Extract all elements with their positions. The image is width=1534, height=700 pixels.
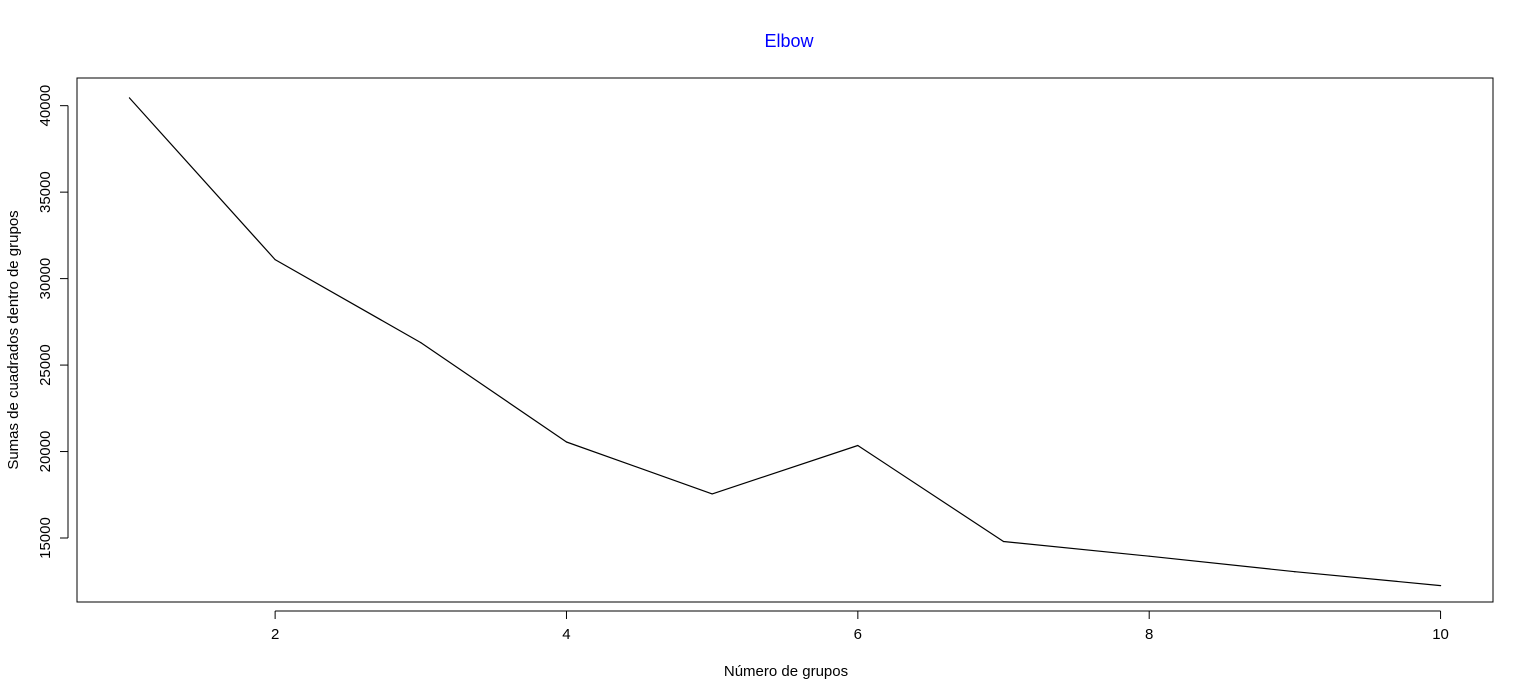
x-tick-label: 10 — [1432, 626, 1449, 643]
data-point — [565, 441, 568, 443]
data-point — [857, 444, 859, 447]
y-tick-label: 40000 — [37, 85, 54, 127]
y-tick-label: 15000 — [37, 517, 54, 559]
series-line — [128, 97, 1441, 587]
chart-title: Elbow — [764, 31, 814, 51]
y-tick-label: 20000 — [37, 431, 54, 473]
y-axis-label: Sumas de cuadrados dentro de grupos — [5, 210, 22, 469]
x-axis: 2 4 6 8 10 — [271, 610, 1449, 643]
x-tick-label: 8 — [1145, 626, 1153, 643]
data-point — [420, 341, 422, 344]
x-tick-label: 2 — [271, 626, 279, 643]
y-axis: 15000 20000 25000 30000 35000 40000 — [37, 85, 69, 559]
y-tick-label: 35000 — [37, 171, 54, 213]
x-axis-label: Número de grupos — [724, 663, 848, 680]
data-point — [1439, 584, 1442, 587]
series-layer — [128, 97, 1442, 587]
y-tick-label: 30000 — [37, 258, 54, 300]
data-point — [274, 258, 276, 261]
data-point — [1002, 540, 1005, 543]
data-point — [711, 493, 713, 495]
data-point — [1148, 555, 1150, 557]
data-point — [1294, 571, 1296, 573]
y-tick-label: 25000 — [37, 344, 54, 386]
data-point — [128, 97, 131, 99]
plot-area-frame — [76, 77, 1494, 603]
x-tick-label: 4 — [562, 626, 570, 643]
x-tick-label: 6 — [854, 626, 862, 643]
